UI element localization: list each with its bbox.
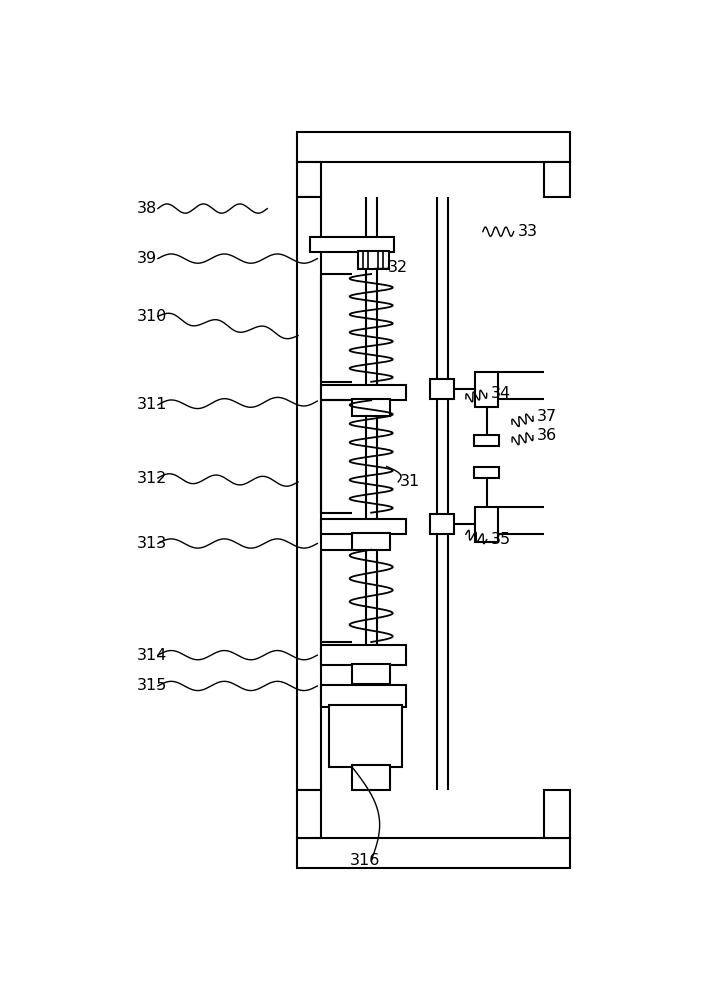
- Text: 35: 35: [491, 532, 510, 547]
- Bar: [352, 765, 390, 790]
- Text: 312: 312: [136, 471, 167, 486]
- Bar: [321, 519, 406, 534]
- Text: 315: 315: [136, 678, 167, 693]
- Bar: [296, 838, 570, 868]
- Bar: [296, 197, 321, 790]
- Text: 316: 316: [350, 853, 380, 868]
- Bar: [321, 685, 406, 707]
- Bar: [321, 385, 406, 400]
- Bar: [352, 533, 390, 550]
- Bar: [431, 379, 454, 399]
- Text: 38: 38: [136, 201, 156, 216]
- Text: 311: 311: [136, 397, 167, 412]
- Bar: [296, 790, 321, 838]
- Text: 36: 36: [537, 428, 557, 443]
- Bar: [544, 162, 570, 197]
- Text: 33: 33: [518, 224, 537, 239]
- Text: 34: 34: [491, 386, 510, 401]
- Text: 313: 313: [136, 536, 167, 551]
- Text: 314: 314: [136, 648, 167, 663]
- Text: 310: 310: [136, 309, 167, 324]
- Bar: [475, 507, 498, 542]
- Bar: [475, 372, 498, 407]
- Bar: [329, 705, 402, 767]
- Bar: [310, 237, 395, 252]
- Bar: [431, 514, 454, 534]
- Bar: [474, 435, 499, 446]
- Bar: [544, 790, 570, 838]
- Bar: [321, 645, 406, 665]
- Bar: [352, 664, 390, 684]
- Bar: [352, 399, 390, 416]
- Bar: [474, 467, 499, 478]
- Bar: [296, 132, 570, 162]
- Text: 39: 39: [136, 251, 156, 266]
- Text: 31: 31: [399, 474, 420, 489]
- Text: 32: 32: [388, 260, 408, 275]
- Bar: [358, 251, 389, 269]
- Text: 37: 37: [537, 409, 557, 424]
- Bar: [296, 162, 321, 197]
